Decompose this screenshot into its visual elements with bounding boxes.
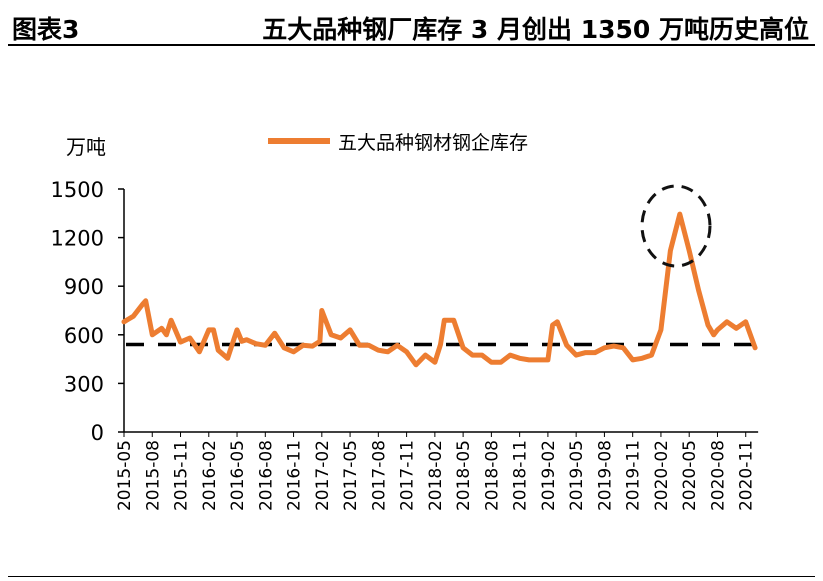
x-tick-label: 2019-11 <box>624 440 644 511</box>
series-line <box>121 211 758 368</box>
footer-rule <box>8 576 815 577</box>
legend-label: 五大品种钢材钢企库存 <box>338 132 528 154</box>
x-tick-label: 2016-05 <box>228 440 248 511</box>
y-tick-label: 900 <box>64 275 104 299</box>
x-tick-label: 2016-08 <box>256 440 276 511</box>
x-tick-label: 2017-02 <box>313 440 333 511</box>
y-tick-label: 0 <box>91 421 104 445</box>
x-tick-label: 2020-08 <box>708 440 728 511</box>
figure-title: 五大品种钢厂库存 3 月创出 1350 万吨历史高位 <box>262 15 809 44</box>
x-tick-label: 2018-08 <box>482 440 502 511</box>
x-tick-label: 2015-11 <box>172 440 192 511</box>
x-tick-label: 2019-05 <box>567 440 587 511</box>
figure-number: 图表3 <box>12 15 80 44</box>
x-tick-label: 2017-08 <box>369 440 389 511</box>
y-axis-label: 万吨 <box>66 136 106 159</box>
y-tick-label: 1500 <box>51 178 104 202</box>
y-tick-label: 1200 <box>51 227 104 251</box>
x-tick-label: 2020-11 <box>737 440 757 511</box>
x-tick-label: 2019-02 <box>539 440 559 511</box>
x-tick-label: 2017-05 <box>341 440 361 511</box>
x-tick-label: 2016-11 <box>285 440 305 511</box>
x-tick-label: 2016-02 <box>200 440 220 511</box>
peak-annotation-circle <box>640 184 712 268</box>
x-tick-label: 2018-02 <box>426 440 446 511</box>
x-tick-label: 2019-08 <box>595 440 615 511</box>
x-tick-label: 2015-05 <box>115 440 135 511</box>
x-tick-label: 2015-08 <box>143 440 163 511</box>
figure-header: 图表3 五大品种钢厂库存 3 月创出 1350 万吨历史高位 <box>8 8 813 44</box>
y-tick-label: 600 <box>64 324 104 348</box>
y-tick-label: 300 <box>64 372 104 396</box>
x-tick-label: 2017-11 <box>398 440 418 511</box>
x-tick-label: 2018-05 <box>454 440 474 511</box>
header-rule <box>8 44 815 46</box>
x-tick-label: 2020-05 <box>680 440 700 511</box>
x-tick-label: 2018-11 <box>511 440 531 511</box>
x-tick-label: 2020-02 <box>652 440 672 511</box>
